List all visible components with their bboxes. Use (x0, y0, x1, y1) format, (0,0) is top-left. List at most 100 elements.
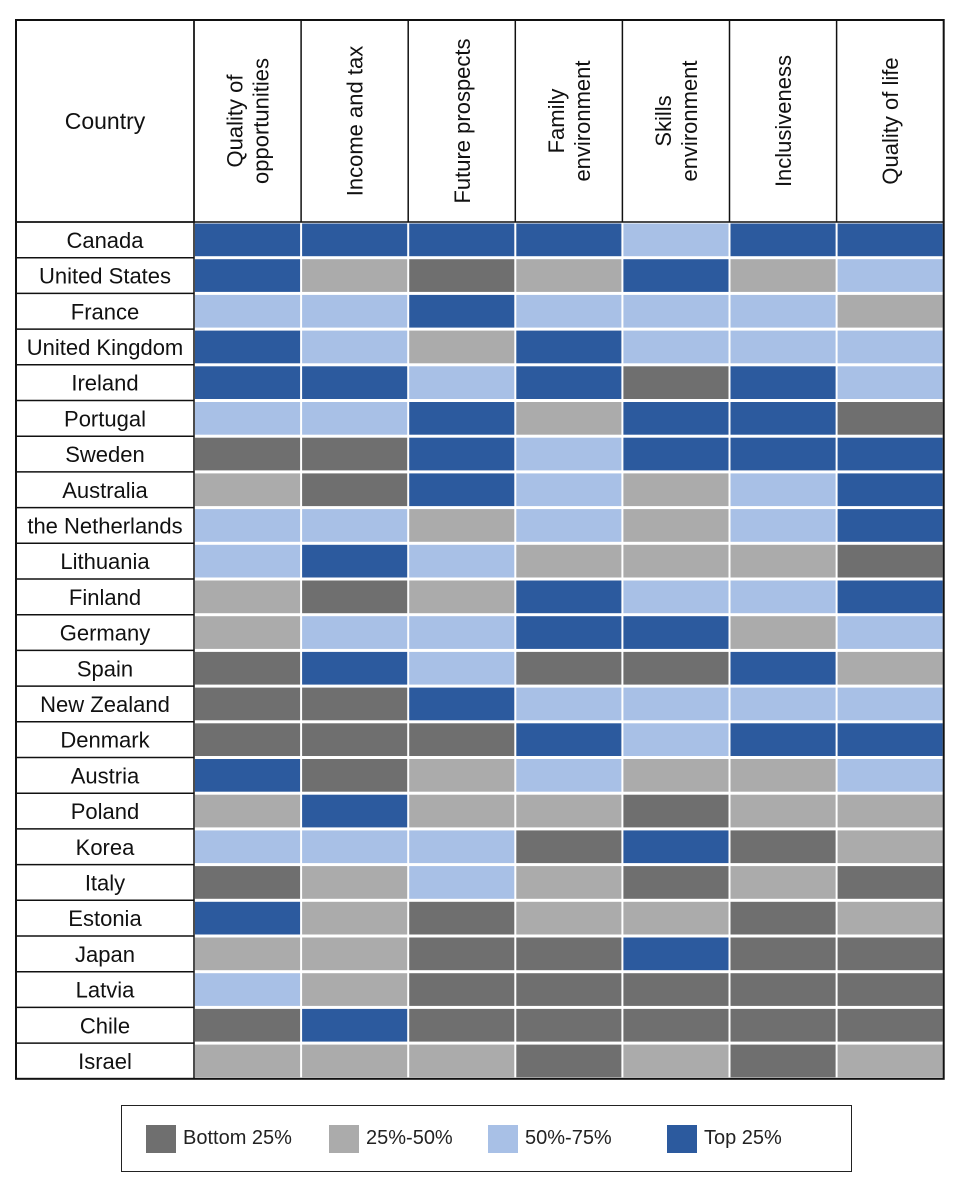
column-header-label: Skills (651, 95, 676, 146)
heatmap-cell (516, 759, 622, 792)
heatmap-cell (302, 651, 408, 685)
country-label: Portugal (64, 406, 146, 431)
heatmap-cell (730, 973, 836, 1006)
heatmap-cell (195, 830, 301, 864)
heatmap-cell (516, 473, 622, 507)
heatmap-cell (302, 723, 408, 756)
heatmap-cell (730, 473, 836, 507)
heatmap-cell (516, 437, 622, 471)
country-label: the Netherlands (27, 513, 182, 538)
country-label: Denmark (60, 728, 150, 753)
heatmap-cell (409, 723, 515, 756)
heatmap-cell (837, 866, 943, 899)
heatmap-cell (409, 259, 515, 292)
heatmap-cell (195, 294, 301, 328)
heatmap-cell (302, 866, 408, 899)
country-label: Ireland (71, 371, 138, 396)
heatmap-cell (837, 651, 943, 685)
country-label: Poland (71, 799, 140, 824)
heatmap-cell (837, 223, 943, 257)
heatmap-cell (195, 651, 301, 685)
heatmap-cell (730, 830, 836, 864)
column-header-label: Quality of (223, 74, 248, 168)
country-label: Japan (75, 942, 135, 967)
heatmap-cell (195, 687, 301, 721)
country-label: New Zealand (40, 692, 170, 717)
legend-item-top: Top 25% (667, 1106, 782, 1171)
heatmap-cell (837, 1008, 943, 1042)
heatmap-cell (409, 830, 515, 864)
legend: Bottom 25% 25%-50% 50%-75% Top 25% (121, 1105, 852, 1172)
heatmap-cell (730, 330, 836, 364)
country-label: Lithuania (60, 549, 150, 574)
heatmap-cell (837, 294, 943, 328)
column-header-label: opportunities (249, 58, 274, 184)
heatmap-cell (623, 509, 729, 542)
heatmap-cell (623, 473, 729, 507)
heatmap-cell (302, 973, 408, 1006)
heatmap-cell (302, 830, 408, 864)
country-label: United States (39, 264, 171, 289)
heatmap-cell (195, 616, 301, 649)
heatmap-cell (623, 901, 729, 935)
heatmap-cell (409, 473, 515, 507)
heatmap-cell (730, 366, 836, 399)
heatmap-cell (837, 509, 943, 542)
heatmap-cell (837, 366, 943, 399)
heatmap-cell (516, 223, 622, 257)
heatmap-cell (730, 223, 836, 257)
legend-label-bottom: Bottom 25% (183, 1127, 292, 1149)
heatmap-cell (837, 1044, 943, 1078)
heatmap-cell (302, 402, 408, 435)
heatmap-cell (302, 580, 408, 614)
heatmap-cell (195, 223, 301, 257)
heatmap-cell (409, 437, 515, 471)
heatmap-cell (623, 866, 729, 899)
heatmap-cell (623, 937, 729, 971)
legend-item-q3: 50%-75% (488, 1106, 612, 1171)
legend-label-q3: 50%-75% (525, 1127, 612, 1149)
heatmap-cell (409, 1008, 515, 1042)
heatmap-cell (623, 687, 729, 721)
heatmap-cell (623, 580, 729, 614)
heatmap-cell (837, 901, 943, 935)
heatmap-cell (516, 866, 622, 899)
country-label: Latvia (76, 978, 135, 1003)
heatmap-cell (302, 223, 408, 257)
heatmap-cell (837, 759, 943, 792)
country-label: United Kingdom (27, 335, 184, 360)
heatmap-chart: Country Quality of opportunities Income and… (15, 19, 945, 1080)
heatmap-cell (623, 759, 729, 792)
country-label: Austria (71, 763, 140, 788)
heatmap-cell (409, 901, 515, 935)
heatmap-cell (837, 687, 943, 721)
heatmap-cell (516, 1044, 622, 1078)
heatmap-cell (195, 509, 301, 542)
country-label: Italy (85, 870, 125, 895)
heatmap-cell (409, 366, 515, 399)
heatmap-cell (837, 937, 943, 971)
heatmap-cell (409, 973, 515, 1006)
heatmap-cell (409, 794, 515, 828)
heatmap-cell (516, 616, 622, 649)
column-header-label: Future prospects (450, 38, 475, 203)
country-label: Estonia (68, 906, 142, 931)
heatmap-cell (409, 687, 515, 721)
legend-swatch-q3 (488, 1124, 518, 1153)
heatmap-cell (730, 1008, 836, 1042)
heatmap-cell (730, 509, 836, 542)
heatmap-cell (623, 259, 729, 292)
heatmap-cell (516, 937, 622, 971)
heatmap-cell (730, 937, 836, 971)
heatmap-cell (195, 580, 301, 614)
heatmap-cell (837, 330, 943, 364)
country-label: Sweden (65, 442, 145, 467)
heatmap-cell (302, 901, 408, 935)
column-header-label: Quality of life (878, 57, 903, 184)
heatmap-cell (623, 651, 729, 685)
heatmap-cell (302, 437, 408, 471)
heatmap-cell (195, 866, 301, 899)
heatmap-cell (730, 866, 836, 899)
table-border (15, 19, 945, 1080)
legend-item-bottom: Bottom 25% (146, 1106, 292, 1171)
